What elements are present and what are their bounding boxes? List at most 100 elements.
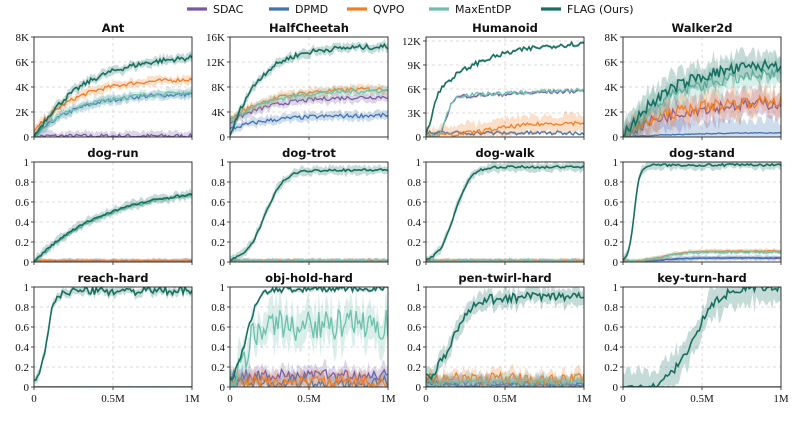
y-tick-label: 0.4	[211, 342, 225, 354]
x-tick-label: 0	[423, 393, 429, 405]
y-tick-label: 0.8	[604, 302, 618, 314]
y-tick-label: 0.2	[604, 362, 618, 374]
y-tick-label: 0.8	[407, 302, 421, 314]
series-line-dpmd	[230, 373, 388, 387]
band-maxentdp	[230, 287, 388, 387]
series-line-flag-ours	[426, 291, 584, 381]
y-tick-label: 1	[24, 157, 30, 169]
series-line-qvpo	[34, 77, 192, 132]
series-line-dpmd	[623, 256, 781, 262]
y-tick-label: 0.6	[407, 197, 421, 209]
panel-dog-trot: dog-trot 0 0.2 0.4 0.6 0.8 1	[211, 146, 389, 269]
legend-label: DPMD	[295, 3, 328, 16]
band-qvpo	[623, 79, 781, 137]
plot-area	[230, 39, 388, 137]
series-line-sdac	[230, 95, 388, 124]
series-line-qvpo	[426, 120, 584, 137]
panel-halfcheetah: HalfCheetah 0 4K 8K 12K 16K	[206, 21, 389, 144]
panel-grid: Ant02K4K6K8KHalfCheetah04K8K12K16KHumano…	[15, 21, 789, 405]
legend-item-dpmd: DPMD	[269, 3, 328, 16]
panel-title: obj-hold-hard	[265, 271, 353, 285]
y-tick-label: 4K	[605, 82, 619, 94]
y-tick-label: 0.2	[211, 237, 225, 249]
y-tick-label: 1	[613, 157, 619, 169]
panel-title: Walker2d	[671, 21, 732, 35]
y-tick-label: 0.8	[15, 177, 29, 189]
x-tick-label: 0.5M	[101, 393, 125, 405]
y-tick-label: 2K	[16, 107, 30, 119]
panel-dog-walk: dog-walk 0 0.2 0.4 0.6 0.8 1	[407, 146, 585, 269]
y-tick-label: 0.4	[407, 342, 421, 354]
y-tick-label: 0.6	[15, 322, 29, 334]
y-tick-label: 0	[613, 132, 619, 144]
series-line-flag-ours	[34, 193, 192, 262]
plot-frame	[33, 286, 193, 388]
series-line-maxentdp	[623, 249, 781, 262]
x-tick-label: 0.5M	[297, 393, 321, 405]
panel-title: dog-trot	[282, 146, 336, 160]
x-tick-label: 0.5M	[690, 393, 714, 405]
legend-label: QVPO	[373, 3, 405, 16]
x-tick-label: 0.5M	[493, 393, 517, 405]
plot-area	[623, 287, 781, 387]
series-line-maxentdp	[623, 67, 781, 137]
series-line-maxentdp	[230, 88, 388, 122]
y-tick-label: 0	[24, 132, 30, 144]
plot-area	[623, 46, 781, 137]
y-tick-label: 4K	[16, 82, 30, 94]
y-tick-label: 12K	[402, 36, 421, 48]
series-line-maxentdp	[426, 378, 584, 387]
plot-area	[623, 162, 781, 262]
legend-item-maxentdp: MaxEntDP	[429, 3, 511, 16]
y-tick-label: 0	[220, 132, 226, 144]
plot-frame	[622, 36, 782, 138]
y-tick-label: 0.6	[211, 322, 225, 334]
series-line-flag-ours	[623, 58, 781, 137]
x-tick-label: 0	[620, 393, 626, 405]
y-tick-label: 0	[416, 257, 422, 269]
panel-title: dog-walk	[475, 146, 534, 160]
series-line-flag-ours	[34, 287, 192, 382]
x-tick-label: 1M	[576, 393, 592, 405]
legend-label: MaxEntDP	[455, 3, 511, 16]
panel-title: Humanoid	[472, 21, 538, 35]
series-line-flag-ours	[34, 54, 192, 137]
y-tick-label: 0.6	[604, 322, 618, 334]
x-tick-label: 0	[31, 393, 37, 405]
band-qvpo	[34, 73, 192, 136]
y-tick-label: 8K	[16, 32, 30, 44]
y-tick-label: 6K	[408, 84, 422, 96]
legend-item-flag-ours: FLAG (Ours)	[541, 3, 634, 16]
plot-frame	[33, 36, 193, 138]
y-tick-label: 8K	[605, 32, 619, 44]
plot-frame	[229, 36, 389, 138]
plot-frame	[33, 161, 193, 263]
y-tick-label: 1	[416, 157, 422, 169]
series-line-maxentdp	[426, 87, 584, 137]
series-line-sdac	[623, 97, 781, 137]
panel-dog-stand: dog-stand 0 0.2 0.4 0.6 0.8 1	[604, 146, 782, 269]
series-line-flag-ours	[230, 167, 388, 262]
series-line-dpmd	[230, 112, 388, 130]
y-tick-label: 16K	[206, 32, 225, 44]
series-line-qvpo	[426, 370, 584, 387]
band-flag-ours	[623, 287, 781, 387]
series-line-maxentdp	[34, 91, 192, 137]
y-tick-label: 0.6	[211, 197, 225, 209]
y-tick-label: 0	[24, 382, 30, 394]
series-line-flag-ours	[623, 162, 781, 261]
y-tick-label: 0	[220, 382, 226, 394]
y-tick-label: 0.2	[15, 362, 29, 374]
panel-obj-hold-hard: obj-hold-hard 0 0.2 0.4 0.6 0.8 1 0 0.5M 1M	[211, 271, 396, 405]
y-tick-label: 0.6	[407, 322, 421, 334]
band-maxentdp	[426, 369, 584, 387]
series-line-qvpo	[34, 259, 192, 262]
series-line-qvpo	[230, 373, 388, 387]
y-tick-label: 0.8	[211, 177, 225, 189]
band-qvpo	[426, 110, 584, 137]
legend: SDAC DPMD QVPO MaxEntDP FLAG (Ours)	[187, 3, 634, 16]
band-flag-ours	[426, 287, 584, 387]
panel-title: pen-twirl-hard	[458, 271, 551, 285]
panel-walker2d: Walker2d 0 2K 4K 6K 8K	[605, 21, 782, 144]
panel-key-turn-hard: key-turn-hard 0 0.2 0.4 0.6 0.8 1 0 0.5M 1M	[604, 271, 789, 405]
